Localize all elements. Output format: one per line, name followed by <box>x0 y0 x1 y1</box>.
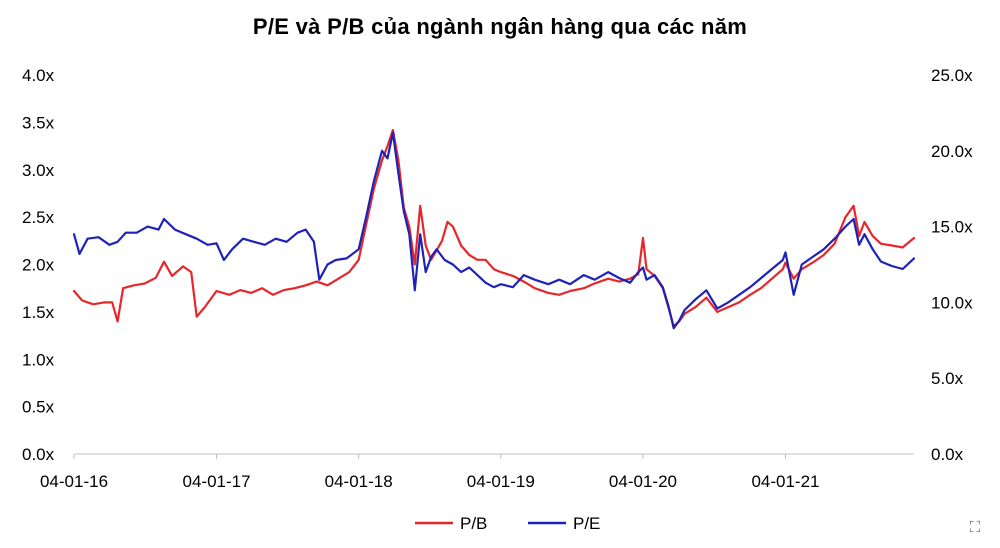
series-line-pb <box>72 128 916 328</box>
y-right-tick-labels: 0.0x 5.0x 10.0x 15.0x 20.0x 25.0x <box>931 66 973 464</box>
y-left-tick-label: 3.0x <box>22 161 55 180</box>
y-right-tick-label: 0.0x <box>931 445 964 464</box>
x-tick-label: 04-01-16 <box>40 472 108 491</box>
y-left-tick-label: 0.0x <box>22 445 55 464</box>
y-left-tick-label: 2.0x <box>22 256 55 275</box>
x-tick-labels: 04-01-16 04-01-17 04-01-18 04-01-19 04-01-20… <box>40 454 820 491</box>
y-right-tick-label: 20.0x <box>931 142 973 161</box>
y-left-tick-labels: 0.0x 0.5x 1.0x 1.5x 2.0x 2.5x 3.0x 3.5x 4.0x <box>22 66 55 464</box>
legend-label: P/E <box>573 514 600 533</box>
y-left-tick-label: 0.5x <box>22 398 55 417</box>
x-tick-label: 04-01-19 <box>467 472 535 491</box>
x-tick-label: 04-01-17 <box>183 472 251 491</box>
x-tick-label: 04-01-20 <box>609 472 677 491</box>
legend: P/B P/E <box>415 514 600 533</box>
y-right-tick-label: 5.0x <box>931 369 964 388</box>
x-tick-label: 04-01-18 <box>325 472 393 491</box>
chart-title: P/E và P/B của ngành ngân hàng qua các n… <box>252 14 748 39</box>
legend-label: P/B <box>460 514 487 533</box>
y-left-tick-label: 4.0x <box>22 66 55 85</box>
y-right-tick-label: 10.0x <box>931 293 973 312</box>
expand-icon[interactable]: ⛶ <box>969 519 981 536</box>
y-left-tick-label: 1.0x <box>22 350 55 369</box>
y-right-tick-label: 15.0x <box>931 218 973 237</box>
y-right-tick-label: 25.0x <box>931 66 973 85</box>
y-left-tick-label: 3.5x <box>22 113 55 132</box>
series-line-pe <box>72 131 916 330</box>
y-left-tick-label: 1.5x <box>22 303 55 322</box>
y-left-tick-label: 2.5x <box>22 208 55 227</box>
x-tick-label: 04-01-21 <box>751 472 819 491</box>
series-lines <box>72 128 916 330</box>
